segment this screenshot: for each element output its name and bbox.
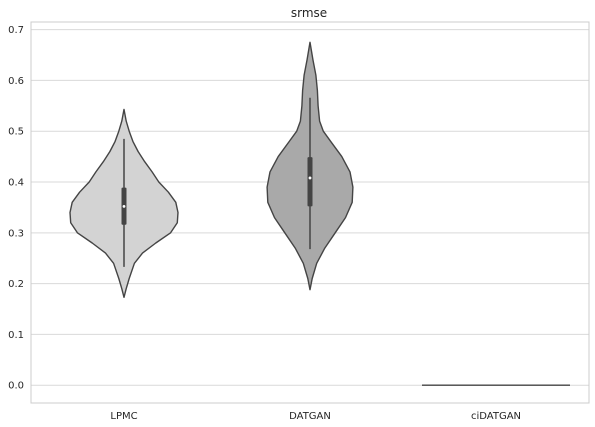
violin-median-dot — [308, 176, 312, 180]
y-tick-label: 0.2 — [8, 279, 24, 290]
violin-iqr-box — [307, 157, 313, 207]
violins — [69, 41, 570, 386]
violin-datgan — [266, 41, 354, 291]
y-tick-label: 0.7 — [8, 25, 24, 36]
y-tick-label: 0.0 — [8, 381, 24, 392]
x-tick-label: ciDATGAN — [471, 411, 521, 422]
y-tick-label: 0.5 — [8, 127, 24, 138]
y-tick-label: 0.4 — [8, 178, 24, 189]
x-axis-ticks: LPMC DATGAN ciDATGAN — [110, 411, 521, 422]
violin-median-dot — [122, 205, 126, 208]
y-tick-label: 0.3 — [8, 228, 24, 239]
y-axis-ticks: 0.0 0.1 0.2 0.3 0.4 0.5 0.6 0.7 — [8, 25, 24, 392]
x-tick-label: LPMC — [110, 411, 137, 422]
y-tick-label: 0.6 — [8, 76, 24, 87]
chart-title: srmse — [291, 6, 327, 20]
y-tick-label: 0.1 — [8, 330, 24, 341]
violin-lpmc — [69, 108, 179, 298]
x-tick-label: DATGAN — [289, 411, 331, 422]
plot-frame — [30, 21, 590, 404]
